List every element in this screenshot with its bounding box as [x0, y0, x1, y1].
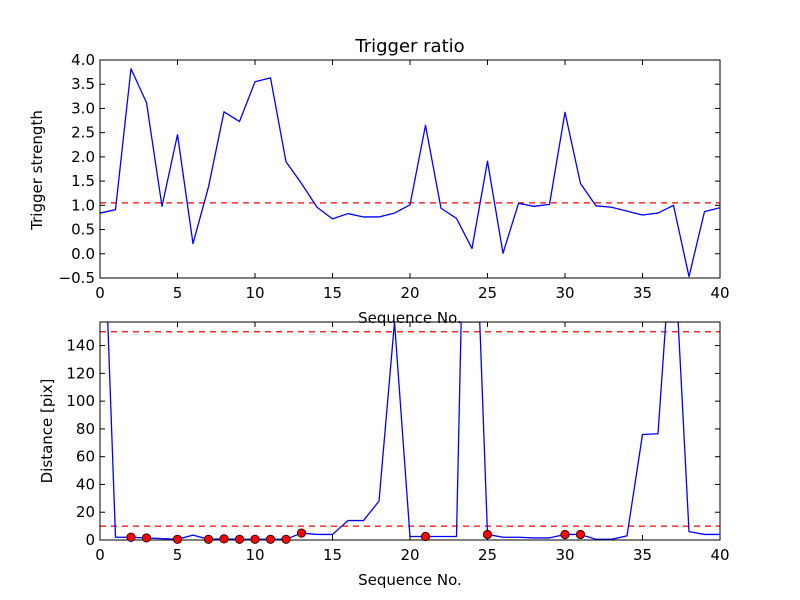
data-marker [265, 534, 276, 544]
data-marker [575, 529, 586, 540]
series-line [100, 68, 720, 278]
y-axis-label: Distance [pix] [38, 379, 56, 484]
x-tick-label: 15 [323, 284, 342, 302]
y-tick-label: 0.5 [71, 221, 95, 239]
y-tick-label: 1.0 [71, 196, 95, 214]
x-tick-label: 20 [400, 284, 419, 302]
distance-chart: Sequence No. Distance [pix] 0 5 10 15 20 25 30… [38, 321, 730, 589]
x-tick-label: 25 [478, 284, 497, 302]
y-tick-label: 4.0 [71, 51, 95, 69]
x-tick-label: 5 [173, 284, 183, 302]
x-tick-label: 0 [95, 546, 105, 564]
x-tick-label: 15 [323, 546, 342, 564]
y-tick-label: 20 [76, 503, 95, 521]
y-tick-label: 100 [66, 392, 95, 410]
data-marker [420, 531, 431, 542]
x-tick-label: 25 [478, 546, 497, 564]
y-tick-label: 1.5 [71, 172, 95, 190]
y-axis-label: Trigger strength [28, 110, 46, 231]
data-marker [172, 534, 183, 544]
x-tick-label: 5 [173, 546, 183, 564]
chart-title: Trigger ratio [354, 36, 464, 57]
y-tick-label: 60 [76, 448, 95, 466]
x-tick-label: 40 [710, 284, 729, 302]
y-tick-label: 140 [66, 337, 95, 355]
x-tick-label: 40 [710, 546, 729, 564]
trigger-ratio-chart: Trigger ratio Sequence No. Trigger stren… [28, 36, 730, 327]
data-marker [126, 532, 136, 542]
y-tick-label: 80 [76, 420, 95, 438]
x-tick-label: 35 [633, 284, 652, 302]
x-tick-label: 30 [555, 284, 574, 302]
x-tick-label: 35 [633, 546, 652, 564]
x-tick-label: 20 [400, 546, 419, 564]
y-tick-label: −0.5 [59, 269, 95, 287]
data-marker [560, 529, 570, 540]
y-tick-label: 0 [85, 531, 95, 549]
data-marker [250, 534, 260, 544]
y-tick-label: 0.0 [71, 245, 95, 263]
x-tick-label: 10 [245, 546, 264, 564]
y-tick-label: 120 [66, 364, 95, 382]
x-axis-label: Sequence No. [358, 571, 462, 589]
data-marker [203, 534, 214, 544]
data-marker [141, 533, 152, 543]
data-marker [234, 534, 245, 544]
data-marker [219, 534, 229, 544]
y-tick-label: 3.0 [71, 99, 95, 117]
x-tick-label: 0 [95, 284, 105, 302]
y-tick-label: 3.5 [71, 75, 95, 93]
data-marker [482, 529, 493, 540]
x-tick-label: 10 [245, 284, 264, 302]
data-marker [281, 534, 291, 544]
x-tick-label: 30 [555, 546, 574, 564]
y-tick-label: 40 [76, 475, 95, 493]
data-marker [296, 528, 307, 538]
y-tick-label: 2.5 [71, 124, 95, 142]
y-tick-label: 2.0 [71, 148, 95, 166]
